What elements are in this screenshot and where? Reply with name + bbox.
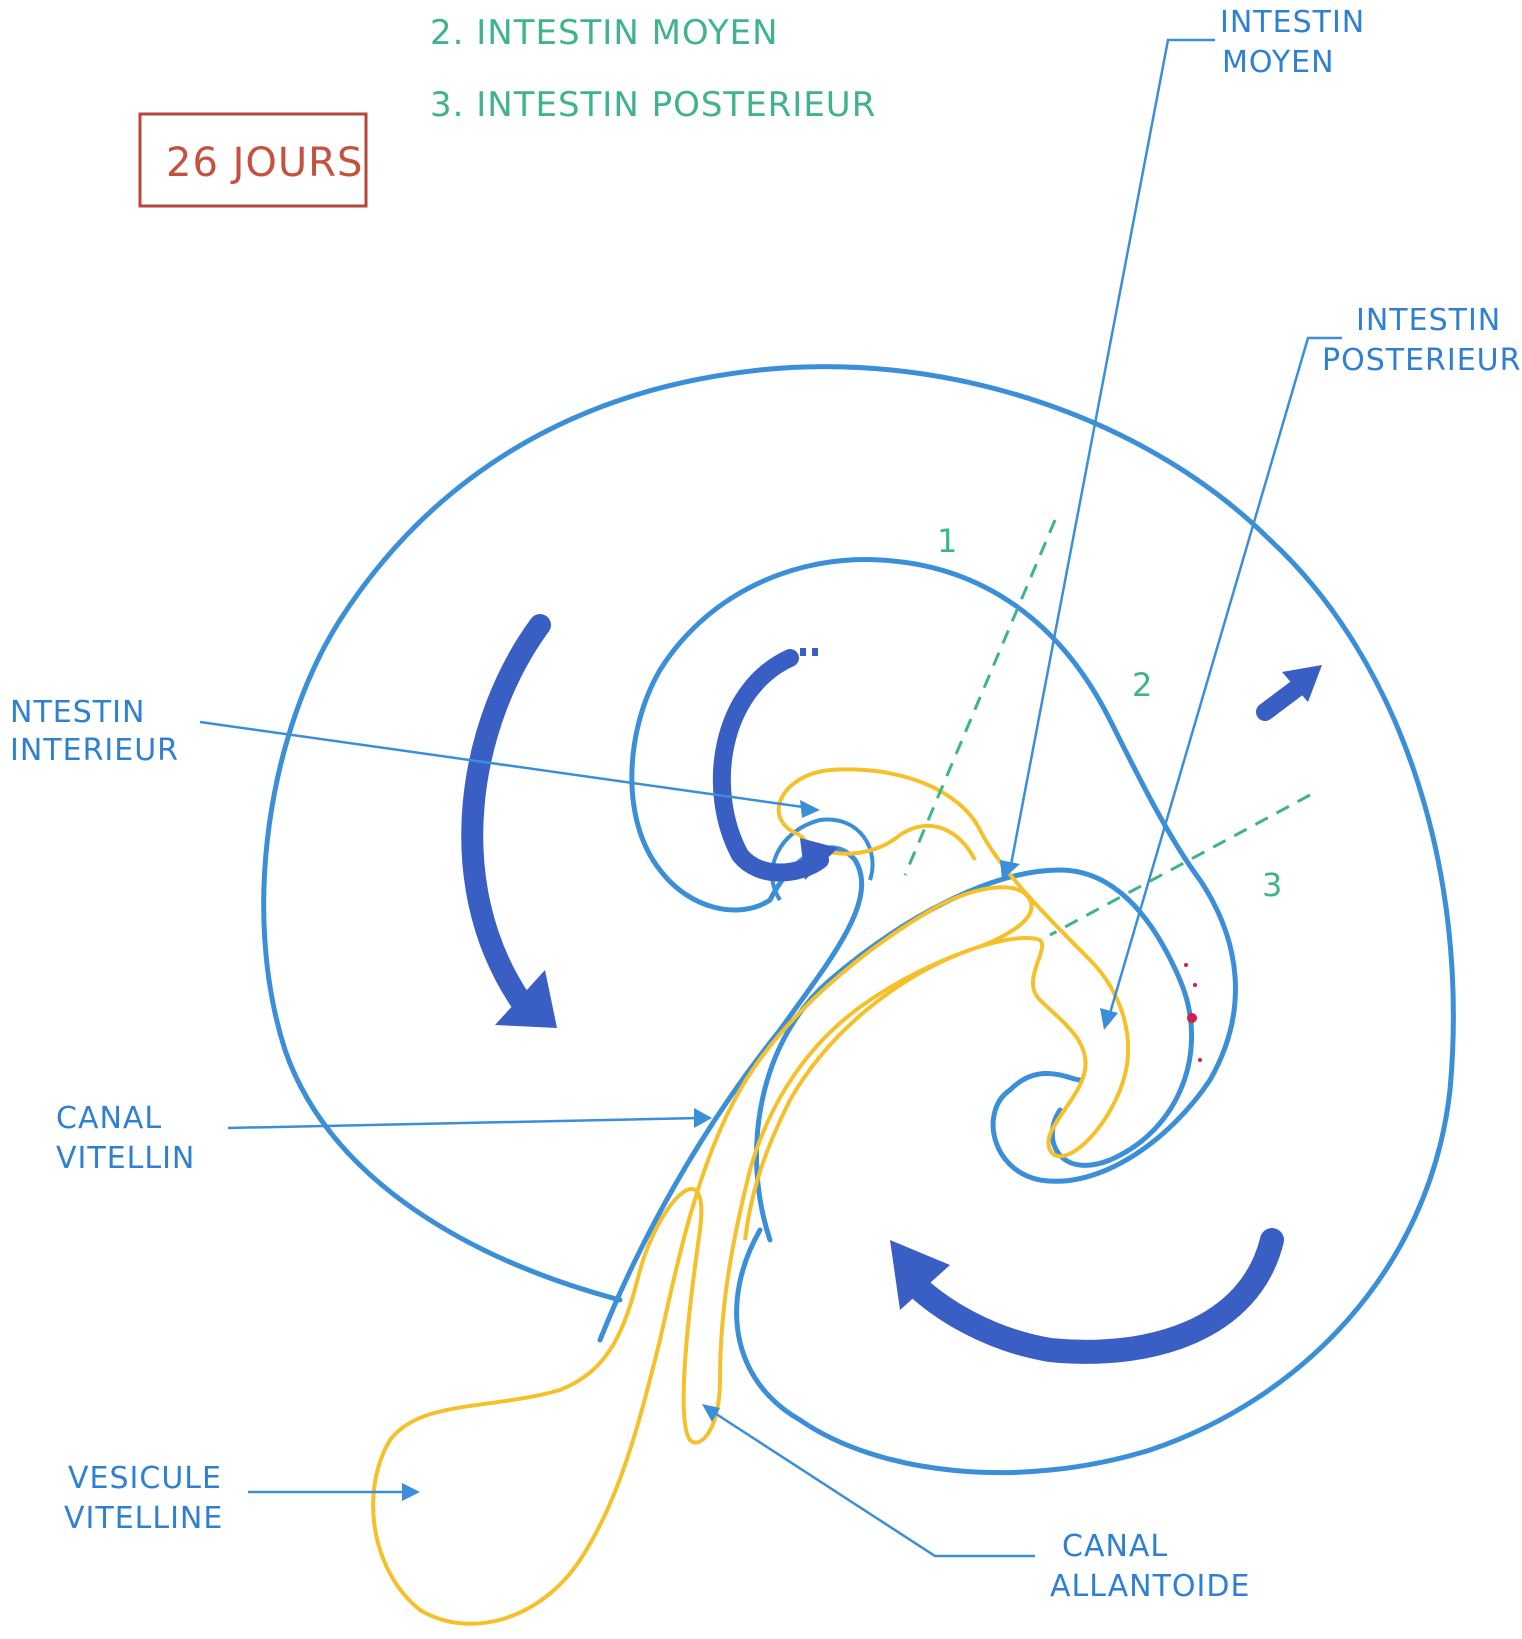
rotation-arrow-inner-head: [800, 838, 838, 880]
legend-item-2: 2. INTESTIN MOYEN: [430, 13, 779, 53]
anterior-fold-outline: [597, 557, 1238, 1343]
svg-text:CANAL: CANAL: [56, 1101, 162, 1136]
label-vesicule-vitelline: VESICULE VITELLINE: [64, 1461, 223, 1536]
svg-text:VITELLINE: VITELLINE: [64, 1501, 223, 1536]
svg-text:MOYEN: MOYEN: [1222, 45, 1335, 80]
embryo-outer-outline: [261, 364, 1456, 1476]
label-intestin-moyen: INTESTIN MOYEN: [1220, 5, 1365, 80]
rotation-arrow-inner: [712, 649, 829, 882]
rotation-arrows: [461, 614, 1322, 1364]
age-box: 26 JOURS: [138, 112, 368, 208]
section-line-1: [903, 519, 1057, 876]
svg-text:VITELLIN: VITELLIN: [56, 1141, 195, 1176]
rotation-arrow-right-head: [1282, 665, 1322, 702]
rotation-arrow-bottom: [898, 1228, 1284, 1364]
age-label: 26 JOURS: [166, 140, 363, 186]
section-line-2: [1049, 793, 1311, 937]
label-canal-vitellin: CANAL VITELLIN: [56, 1101, 195, 1176]
svg-text:INTESTIN: INTESTIN: [1356, 303, 1501, 338]
gut-tube: [371, 767, 1130, 1626]
label-canal-allantoide: CANAL ALLANTOIDE: [1050, 1529, 1250, 1604]
svg-text:ALLANTOIDE: ALLANTOIDE: [1050, 1569, 1250, 1604]
svg-text:VESICULE: VESICULE: [68, 1461, 222, 1496]
leader-lines: [199, 38, 1342, 1558]
posterior-fold-outline: [754, 867, 1195, 1243]
rotation-arrow-bottom-head: [890, 1240, 950, 1310]
rotation-arrow-left: [461, 614, 551, 1011]
label-intestin-interieur: NTESTIN INTERIEUR: [10, 695, 179, 768]
svg-text:INTERIEUR: INTERIEUR: [10, 733, 179, 768]
section-number-3: 3: [1262, 866, 1283, 904]
svg-text:NTESTIN: NTESTIN: [10, 695, 145, 730]
rotation-arrow-left-head: [495, 970, 557, 1028]
svg-text:CANAL: CANAL: [1062, 1529, 1168, 1564]
legend-item-3: 3. INTESTIN POSTERIEUR: [430, 85, 876, 125]
legend: 2. INTESTIN MOYEN 3. INTESTIN POSTERIEUR: [430, 13, 876, 125]
blood-spots: [1184, 963, 1202, 1062]
section-number-2: 2: [1132, 666, 1153, 704]
section-number-1: 1: [937, 522, 958, 560]
label-intestin-posterieur: INTESTIN POSTERIEUR: [1322, 303, 1521, 378]
svg-text:INTESTIN: INTESTIN: [1220, 5, 1365, 40]
svg-text:POSTERIEUR: POSTERIEUR: [1322, 343, 1521, 378]
